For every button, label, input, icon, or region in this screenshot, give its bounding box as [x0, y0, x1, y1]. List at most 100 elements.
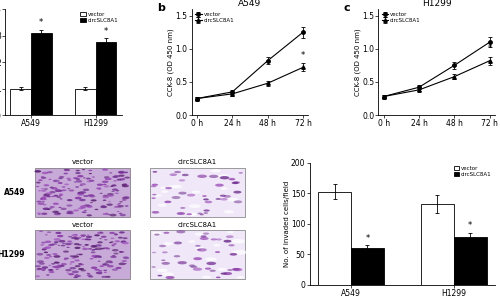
Ellipse shape	[84, 210, 87, 211]
Ellipse shape	[203, 198, 209, 200]
Ellipse shape	[110, 195, 114, 196]
Ellipse shape	[46, 254, 52, 256]
Ellipse shape	[110, 256, 116, 258]
Ellipse shape	[107, 265, 114, 267]
Ellipse shape	[116, 204, 120, 205]
Ellipse shape	[204, 209, 210, 211]
Ellipse shape	[204, 201, 212, 203]
Ellipse shape	[58, 232, 61, 233]
Ellipse shape	[63, 250, 69, 253]
Ellipse shape	[188, 264, 195, 267]
Ellipse shape	[45, 234, 48, 236]
Ellipse shape	[38, 190, 41, 191]
Ellipse shape	[76, 178, 80, 180]
Ellipse shape	[71, 237, 77, 239]
Ellipse shape	[116, 179, 122, 181]
Ellipse shape	[195, 245, 200, 247]
Ellipse shape	[67, 199, 72, 201]
Ellipse shape	[165, 187, 172, 189]
Ellipse shape	[82, 205, 84, 206]
Ellipse shape	[108, 262, 113, 263]
Ellipse shape	[74, 277, 78, 278]
Ellipse shape	[86, 205, 92, 207]
Ellipse shape	[152, 194, 156, 195]
Ellipse shape	[112, 249, 118, 251]
Ellipse shape	[40, 198, 46, 200]
Ellipse shape	[68, 212, 74, 214]
Ellipse shape	[108, 201, 111, 202]
Ellipse shape	[64, 173, 68, 174]
Ellipse shape	[86, 214, 92, 216]
Ellipse shape	[217, 268, 226, 271]
Ellipse shape	[232, 182, 238, 184]
Title: H1299: H1299	[422, 0, 452, 8]
Bar	[150, 168, 245, 217]
Ellipse shape	[40, 244, 44, 246]
Text: *: *	[104, 26, 108, 35]
Ellipse shape	[122, 197, 129, 199]
Ellipse shape	[178, 179, 185, 182]
Ellipse shape	[174, 171, 181, 173]
Ellipse shape	[84, 204, 90, 206]
Ellipse shape	[95, 255, 101, 257]
Ellipse shape	[100, 232, 102, 233]
Ellipse shape	[77, 175, 84, 177]
Ellipse shape	[76, 180, 82, 183]
Ellipse shape	[74, 197, 82, 200]
Ellipse shape	[40, 198, 43, 199]
Ellipse shape	[98, 256, 102, 258]
Ellipse shape	[114, 243, 116, 244]
Ellipse shape	[48, 179, 51, 180]
Ellipse shape	[92, 255, 98, 257]
Ellipse shape	[102, 200, 106, 201]
Ellipse shape	[83, 189, 89, 191]
Ellipse shape	[55, 189, 62, 192]
Ellipse shape	[44, 246, 51, 249]
Ellipse shape	[39, 262, 45, 265]
Ellipse shape	[57, 235, 64, 237]
Ellipse shape	[64, 169, 68, 170]
Ellipse shape	[35, 265, 41, 267]
Ellipse shape	[80, 264, 83, 265]
Ellipse shape	[216, 198, 221, 200]
Ellipse shape	[120, 242, 124, 243]
Ellipse shape	[72, 271, 79, 273]
Ellipse shape	[112, 268, 118, 271]
Ellipse shape	[80, 206, 86, 208]
Ellipse shape	[45, 241, 52, 243]
Ellipse shape	[228, 244, 234, 246]
Ellipse shape	[182, 174, 188, 176]
Bar	[35, 230, 130, 279]
Bar	[10, 88, 31, 115]
Ellipse shape	[112, 188, 118, 190]
Ellipse shape	[42, 208, 50, 210]
Ellipse shape	[90, 251, 96, 253]
Ellipse shape	[109, 172, 112, 173]
Ellipse shape	[59, 194, 64, 195]
Text: *: *	[366, 234, 370, 243]
Ellipse shape	[117, 205, 124, 207]
Ellipse shape	[104, 270, 107, 271]
Ellipse shape	[64, 169, 69, 171]
Bar	[421, 204, 454, 285]
Ellipse shape	[159, 245, 166, 247]
Ellipse shape	[228, 178, 235, 180]
Ellipse shape	[119, 172, 125, 174]
Ellipse shape	[75, 172, 81, 174]
Ellipse shape	[74, 243, 80, 245]
Ellipse shape	[118, 262, 126, 265]
Ellipse shape	[118, 206, 121, 208]
Ellipse shape	[41, 196, 46, 199]
Ellipse shape	[36, 186, 40, 187]
Ellipse shape	[44, 194, 50, 196]
Ellipse shape	[233, 268, 242, 271]
Ellipse shape	[97, 184, 103, 186]
Ellipse shape	[86, 206, 92, 208]
Ellipse shape	[215, 251, 220, 253]
Ellipse shape	[124, 263, 127, 264]
Ellipse shape	[102, 181, 108, 183]
Ellipse shape	[100, 248, 105, 249]
Ellipse shape	[47, 231, 51, 233]
Ellipse shape	[88, 248, 92, 250]
Ellipse shape	[152, 232, 162, 235]
